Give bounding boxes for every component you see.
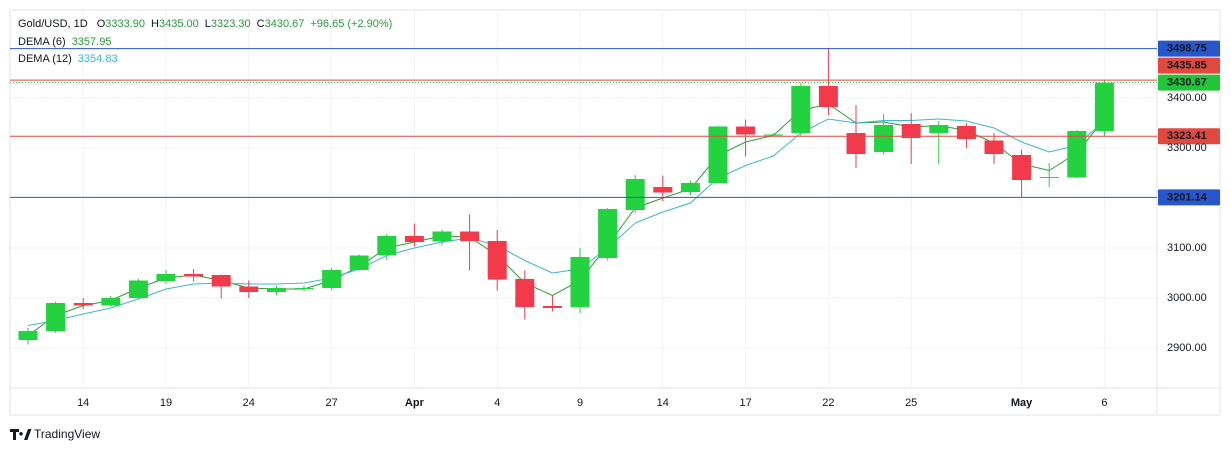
price-badge xyxy=(1158,57,1220,74)
candle-body xyxy=(432,231,452,242)
candle-body xyxy=(929,125,949,133)
candle-body xyxy=(570,257,590,307)
legend-header: Gold/USD, 1D O3333.90 H3435.00 L3323.30 C343… xyxy=(18,18,392,30)
candle-body xyxy=(901,124,921,138)
price-badge xyxy=(1158,189,1220,206)
grid xyxy=(10,10,1157,388)
y-tick-label: 2900.00 xyxy=(1167,342,1207,354)
candle-body xyxy=(515,279,535,307)
candle-body xyxy=(680,183,700,192)
candle-body xyxy=(542,306,562,308)
x-tick-label: 25 xyxy=(905,397,917,409)
candle-body xyxy=(1039,177,1059,178)
ohlc-label: H xyxy=(151,18,159,30)
candle-body xyxy=(653,187,673,193)
legend: Gold/USD, 1D O3333.90 H3435.00 L3323.30 C343… xyxy=(18,18,392,65)
candle-body xyxy=(184,274,204,277)
x-tick-label: 19 xyxy=(160,397,172,409)
ohlc-label: C xyxy=(257,18,265,30)
candle-body xyxy=(956,126,976,139)
candle-body xyxy=(984,140,1004,154)
legend-name: DEMA (12) xyxy=(18,53,72,65)
candle-body xyxy=(18,331,38,340)
candles xyxy=(18,48,1114,345)
ohlc-label: L xyxy=(205,18,211,30)
x-tick-label: 6 xyxy=(1101,397,1107,409)
change: +96.65 (+2.90%) xyxy=(310,18,392,30)
candle-body xyxy=(349,255,369,270)
y-tick-label: 3000.00 xyxy=(1167,292,1207,304)
x-tick-label: 22 xyxy=(822,397,834,409)
candle-body xyxy=(818,86,838,107)
price-badge-label: 3430.67 xyxy=(1167,77,1207,89)
candle-body xyxy=(46,303,66,331)
price-lines: 3498.75 3435.85 3430.67 3323.41 3201.14 xyxy=(10,40,1220,206)
legend-value: 3354.83 xyxy=(78,53,118,65)
candle-body xyxy=(1012,155,1032,180)
axes: 2900.00 3000.00 3100.00 3300.00 3400.00 14 19 2… xyxy=(77,92,1207,409)
candle-body xyxy=(73,303,93,306)
candle-body xyxy=(1067,131,1087,178)
candle-body xyxy=(404,236,424,242)
x-tick-label: May xyxy=(1011,397,1033,409)
candle-body xyxy=(874,125,894,152)
candle-body xyxy=(763,134,783,136)
x-tick-label: 14 xyxy=(657,397,669,409)
x-tick-label: 4 xyxy=(494,397,500,409)
candle-body xyxy=(156,274,176,281)
indicator-line xyxy=(27,118,1105,326)
indicator-line xyxy=(27,103,1105,336)
ohlc-label: O xyxy=(97,18,106,30)
candle-body xyxy=(846,133,866,154)
legend-value: 3357.95 xyxy=(72,36,112,48)
logo-icon xyxy=(10,429,32,440)
candle-body xyxy=(128,280,148,298)
symbol: Gold/USD, 1D xyxy=(18,18,88,30)
branding: TradingView xyxy=(10,427,100,441)
candle-body xyxy=(736,126,756,135)
candle-body xyxy=(1094,82,1114,132)
legend-name: DEMA (6) xyxy=(18,36,66,48)
x-tick-label: 14 xyxy=(77,397,89,409)
candle-body xyxy=(625,179,645,210)
price-badge-label: 3201.14 xyxy=(1167,191,1208,203)
chart-frame xyxy=(9,9,1221,416)
indicator-lines xyxy=(27,103,1105,336)
x-tick-label: 24 xyxy=(243,397,255,409)
y-tick-label: 3100.00 xyxy=(1167,242,1207,254)
y-tick-label: 3400.00 xyxy=(1167,92,1207,104)
ohlc-value: 3333.90 xyxy=(105,18,145,30)
price-badge-label: 3498.75 xyxy=(1167,43,1207,55)
price-badge-label: 3323.41 xyxy=(1167,130,1207,142)
ohlc-value: 3435.00 xyxy=(159,18,199,30)
candle-body xyxy=(598,209,618,258)
candle-body xyxy=(487,241,507,280)
x-tick-label: 17 xyxy=(739,397,751,409)
candle-body xyxy=(708,126,728,183)
candle-body xyxy=(791,86,811,133)
legend-entry: DEMA (12) 3354.83 xyxy=(18,53,118,65)
price-badge xyxy=(1158,128,1220,145)
x-tick-label: Apr xyxy=(405,397,425,409)
y-tick-label: 3300.00 xyxy=(1167,142,1207,154)
candle-body xyxy=(377,236,397,255)
candle-body xyxy=(294,288,314,289)
candle-body xyxy=(239,286,259,292)
candle-body xyxy=(322,270,342,288)
ohlc-value: 3323.30 xyxy=(211,18,251,30)
x-tick-label: 9 xyxy=(577,397,583,409)
price-badge xyxy=(1158,40,1220,57)
price-badge xyxy=(1158,74,1220,91)
candle-body xyxy=(460,231,480,241)
branding-text: TradingView xyxy=(34,427,100,441)
x-tick-label: 27 xyxy=(325,397,337,409)
candle-body xyxy=(211,275,231,287)
candle-body xyxy=(101,298,121,306)
legend-entry: DEMA (6) 3357.95 xyxy=(18,36,111,48)
price-badge-label: 3435.85 xyxy=(1167,60,1207,72)
candle-body xyxy=(266,288,286,292)
ohlc-value: 3430.67 xyxy=(265,18,305,30)
